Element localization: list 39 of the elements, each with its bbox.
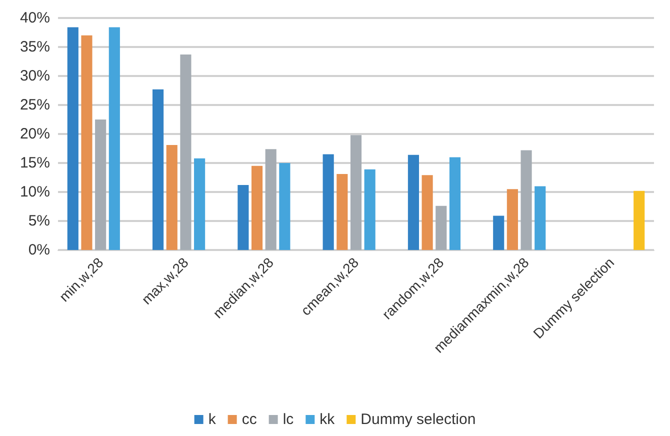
bar — [634, 190, 645, 250]
bar — [422, 175, 433, 250]
legend-label: lc — [282, 411, 294, 428]
bar — [408, 154, 420, 250]
y-tick-label: 25% — [20, 96, 50, 114]
y-tick-label: 5% — [28, 212, 50, 230]
y-tick-label: 10% — [20, 184, 50, 200]
bar — [265, 149, 276, 250]
bar — [238, 185, 249, 250]
bar — [279, 163, 290, 250]
legend-label: Dummy selection — [360, 411, 476, 428]
bar — [449, 157, 461, 250]
bar — [520, 150, 532, 250]
legend-label: kk — [320, 411, 336, 428]
y-tick-label: 20% — [20, 126, 50, 142]
bar — [336, 174, 348, 250]
bar — [180, 54, 192, 250]
bar — [108, 27, 120, 250]
y-tick-label: 35% — [20, 38, 50, 56]
bar — [194, 158, 206, 250]
bar — [95, 120, 106, 250]
bar — [67, 27, 78, 250]
bar — [534, 186, 546, 250]
bar — [350, 135, 362, 250]
bar — [152, 89, 164, 250]
y-tick-label: 15% — [20, 154, 50, 172]
legend-label: cc — [242, 411, 258, 428]
bar — [81, 35, 92, 250]
bar — [251, 166, 263, 250]
legend-label: k — [208, 411, 216, 428]
bar — [322, 154, 334, 250]
y-tick-label: 40% — [20, 10, 50, 26]
y-tick-label: 30% — [20, 68, 50, 84]
y-tick-label: 0% — [28, 242, 50, 258]
bar — [166, 145, 178, 250]
bar — [364, 169, 376, 250]
bar — [493, 216, 504, 250]
bar — [506, 189, 518, 250]
bar — [436, 206, 447, 250]
